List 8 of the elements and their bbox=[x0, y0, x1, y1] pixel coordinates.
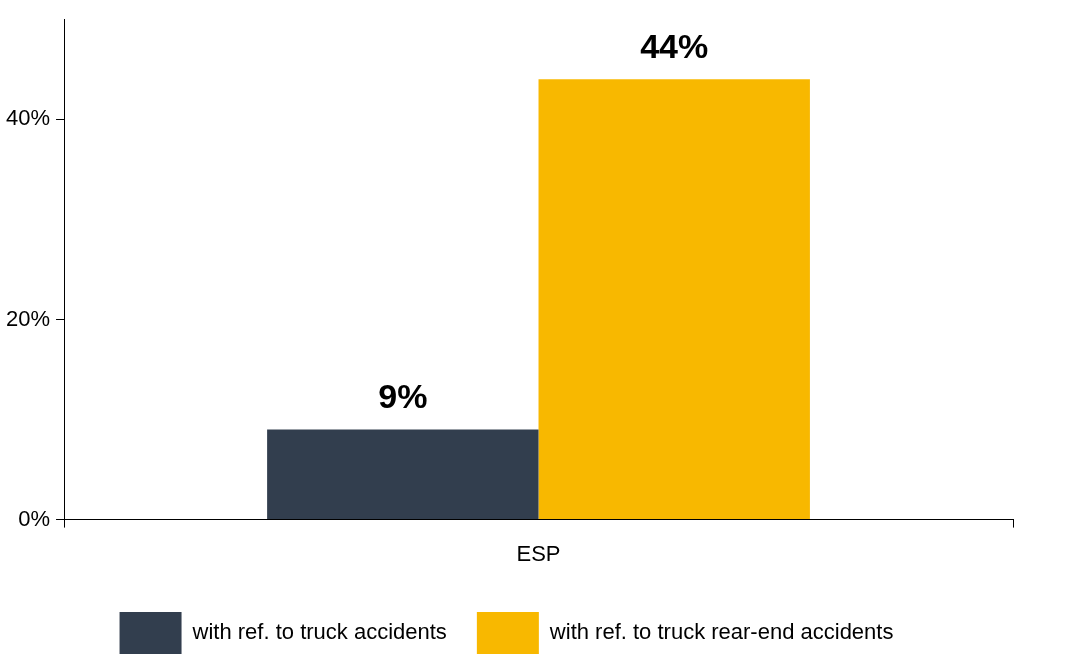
y-tick-label: 20% bbox=[5, 305, 51, 331]
data-label: 9% bbox=[378, 376, 428, 415]
data-label: 44% bbox=[640, 26, 709, 65]
x-tick-label: ESP bbox=[516, 540, 561, 566]
legend-label: with ref. to truck rear-end accidents bbox=[548, 619, 894, 645]
y-tick-label: 40% bbox=[5, 105, 51, 131]
legend-label: with ref. to truck accidents bbox=[191, 619, 447, 645]
y-tick-label: 0% bbox=[18, 505, 51, 531]
